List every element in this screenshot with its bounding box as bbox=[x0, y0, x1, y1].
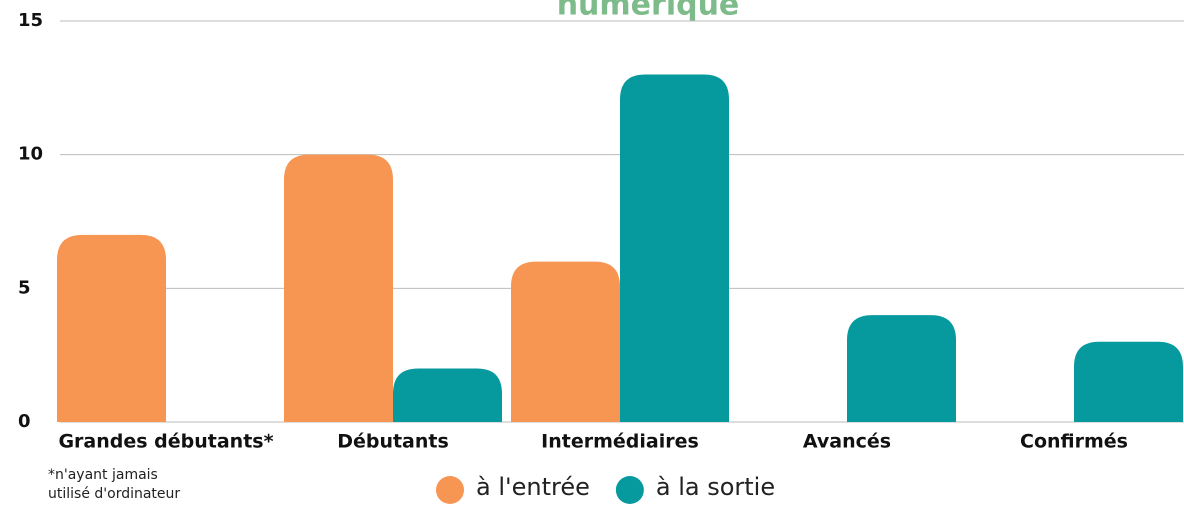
y-tick-label: 15 bbox=[18, 10, 43, 31]
bar bbox=[393, 368, 502, 422]
legend-marker bbox=[615, 476, 644, 504]
bar bbox=[1074, 341, 1183, 422]
bar bbox=[284, 154, 393, 422]
legend-label: à la sortie bbox=[656, 473, 775, 501]
x-tick-label: Grandes débutants* bbox=[58, 431, 273, 453]
bar bbox=[57, 234, 166, 422]
legend-label: à l'entrée bbox=[476, 473, 590, 501]
note: utilisé d'ordinateur bbox=[48, 486, 180, 502]
x-tick-label: Débutants bbox=[337, 431, 449, 453]
bar bbox=[511, 261, 620, 422]
note: *n'ayant jamais bbox=[48, 467, 158, 483]
x-tick-label: Confirmés bbox=[1020, 431, 1128, 453]
x-tick-label: Avancés bbox=[803, 431, 891, 453]
legend-marker bbox=[436, 476, 464, 504]
bar bbox=[620, 74, 729, 422]
y-tick-label: 10 bbox=[18, 144, 43, 165]
chart-title: numérique bbox=[557, 0, 740, 23]
bar bbox=[847, 315, 956, 422]
x-tick-label: Intermédiaires bbox=[541, 431, 699, 453]
y-tick-label: 0 bbox=[18, 411, 31, 432]
y-tick-label: 5 bbox=[18, 277, 31, 298]
